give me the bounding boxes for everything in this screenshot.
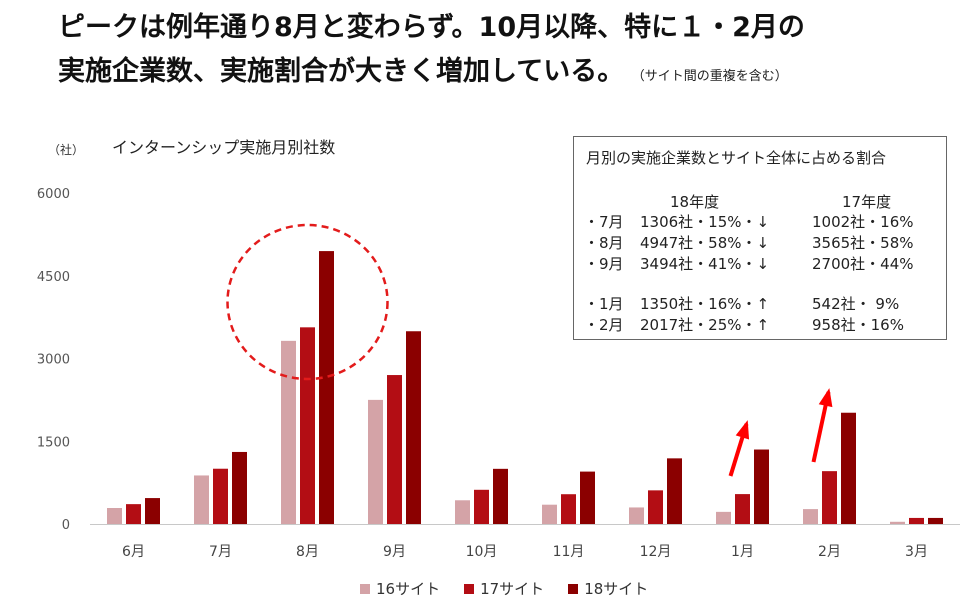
- bar-18-site: [493, 468, 508, 524]
- x-tick-label: 2月: [818, 544, 841, 560]
- info-value-18: 1306社・15%・↓: [640, 213, 770, 231]
- info-value-17: 3565社・58%: [812, 234, 914, 252]
- info-box: 月別の実施企業数とサイト全体に占める割合 18年度 17年度 ・7月 1306社・…: [573, 136, 947, 340]
- bar-17-site: [909, 517, 924, 524]
- info-row: ・2月 2017社・25%・↑ 958社・16%: [584, 314, 904, 335]
- info-value-17: 1002社・16%: [812, 213, 914, 231]
- info-value-18: 2017社・25%・↑: [640, 316, 770, 334]
- headline-line1: ピークは例年通り8月と変わらず。10月以降、特に１・2月の: [58, 12, 805, 43]
- legend-swatch-18: [568, 583, 579, 594]
- x-tick-label: 12月: [640, 544, 672, 560]
- highlight-circle: [226, 223, 389, 381]
- x-tick-label: 9月: [383, 544, 406, 560]
- bar-18-site: [928, 517, 943, 524]
- bar-16-site: [455, 500, 470, 524]
- legend-swatch-17: [464, 583, 475, 594]
- x-tick-label: 6月: [122, 544, 145, 560]
- y-tick-label: 4500: [37, 270, 70, 285]
- bar-16-site: [629, 507, 644, 524]
- bar-17-site: [735, 494, 750, 524]
- legend-swatch-16: [360, 583, 370, 594]
- x-tick-label: 1月: [731, 544, 754, 560]
- bar-18-site: [754, 449, 769, 524]
- legend-item-17: 17サイト: [464, 578, 544, 599]
- legend: 16サイト 17サイト 18サイト: [360, 578, 648, 599]
- chart-title: インターンシップ実施月別社数: [112, 138, 336, 157]
- legend-label-17: 17サイト: [480, 580, 545, 598]
- info-value-17: 958社・16%: [812, 316, 904, 334]
- bar-17-site: [126, 504, 141, 524]
- bar-17-site: [387, 375, 402, 524]
- bar-18-site: [145, 498, 160, 524]
- info-row: ・1月 1350社・16%・↑ 542社・ 9%: [584, 293, 899, 314]
- x-tick-label: 7月: [209, 544, 232, 560]
- bar-18-site: [841, 412, 856, 524]
- y-tick-label: 6000: [37, 187, 70, 202]
- info-value-17: 542社・ 9%: [812, 295, 900, 313]
- bar-18-site: [232, 451, 247, 524]
- x-tick-label: 11月: [553, 544, 585, 560]
- info-value-17: 2700社・44%: [812, 255, 914, 273]
- legend-item-18: 18サイト: [568, 578, 648, 599]
- legend-item-16: 16サイト: [360, 578, 440, 599]
- bar-17-site: [300, 327, 315, 524]
- info-header-17: 17年度: [842, 193, 892, 211]
- info-value-18: 4947社・58%・↓: [640, 234, 770, 252]
- bar-18-site: [319, 251, 334, 524]
- x-tick-label: 3月: [905, 544, 928, 560]
- headline-line2: 実施企業数、実施割合が大きく増加している。 （サイト間の重複を含む）: [58, 50, 938, 99]
- info-row: ・7月 1306社・15%・↓ 1002社・16%: [584, 211, 914, 232]
- headline-note: （サイト間の重複を含む）: [638, 69, 788, 84]
- bar-17-site: [213, 468, 228, 524]
- bar-17-site: [648, 490, 663, 524]
- y-tick-label: 3000: [37, 353, 70, 368]
- bar-16-site: [194, 475, 209, 524]
- info-month: ・2月: [584, 316, 624, 334]
- y-axis-unit: （社）: [48, 143, 85, 157]
- bar-17-site: [474, 489, 489, 524]
- bar-16-site: [890, 521, 905, 524]
- info-header-18: 18年度: [670, 193, 720, 211]
- legend-label-16: 16サイト: [376, 580, 441, 598]
- headline: ピークは例年通り8月と変わらず。10月以降、特に１・2月の 実施企業数、実施割合…: [58, 6, 938, 99]
- bar-17-site: [561, 494, 576, 524]
- y-tick-label: 0: [62, 518, 70, 533]
- info-value-18: 1350社・16%・↑: [640, 295, 770, 313]
- bar-18-site: [406, 331, 421, 524]
- bar-16-site: [281, 340, 296, 524]
- x-tick-label: 10月: [466, 544, 498, 560]
- bar-16-site: [716, 511, 731, 524]
- info-month: ・7月: [584, 213, 624, 231]
- bar-17-site: [822, 471, 837, 524]
- bar-18-site: [667, 458, 682, 524]
- x-tick-label: 8月: [296, 544, 319, 560]
- bar-16-site: [107, 508, 122, 524]
- info-month: ・8月: [584, 234, 624, 252]
- info-row: ・9月 3494社・41%・↓ 2700社・44%: [584, 253, 914, 274]
- arrow-up-icon: [811, 388, 833, 463]
- info-value-18: 3494社・41%・↓: [640, 255, 770, 273]
- info-box-title: 月別の実施企業数とサイト全体に占める割合: [586, 149, 887, 167]
- y-tick-label: 1500: [37, 435, 70, 450]
- bar-16-site: [368, 399, 383, 524]
- info-month: ・1月: [584, 295, 624, 313]
- info-row: ・8月 4947社・58%・↓ 3565社・58%: [584, 232, 914, 253]
- info-month: ・9月: [584, 255, 624, 273]
- headline-line2-text: 実施企業数、実施割合が大きく増加している。: [58, 56, 625, 87]
- arrow-up-icon: [728, 420, 750, 477]
- legend-label-18: 18サイト: [584, 580, 649, 598]
- bar-16-site: [803, 509, 818, 524]
- bar-18-site: [580, 471, 595, 524]
- bar-16-site: [542, 504, 557, 524]
